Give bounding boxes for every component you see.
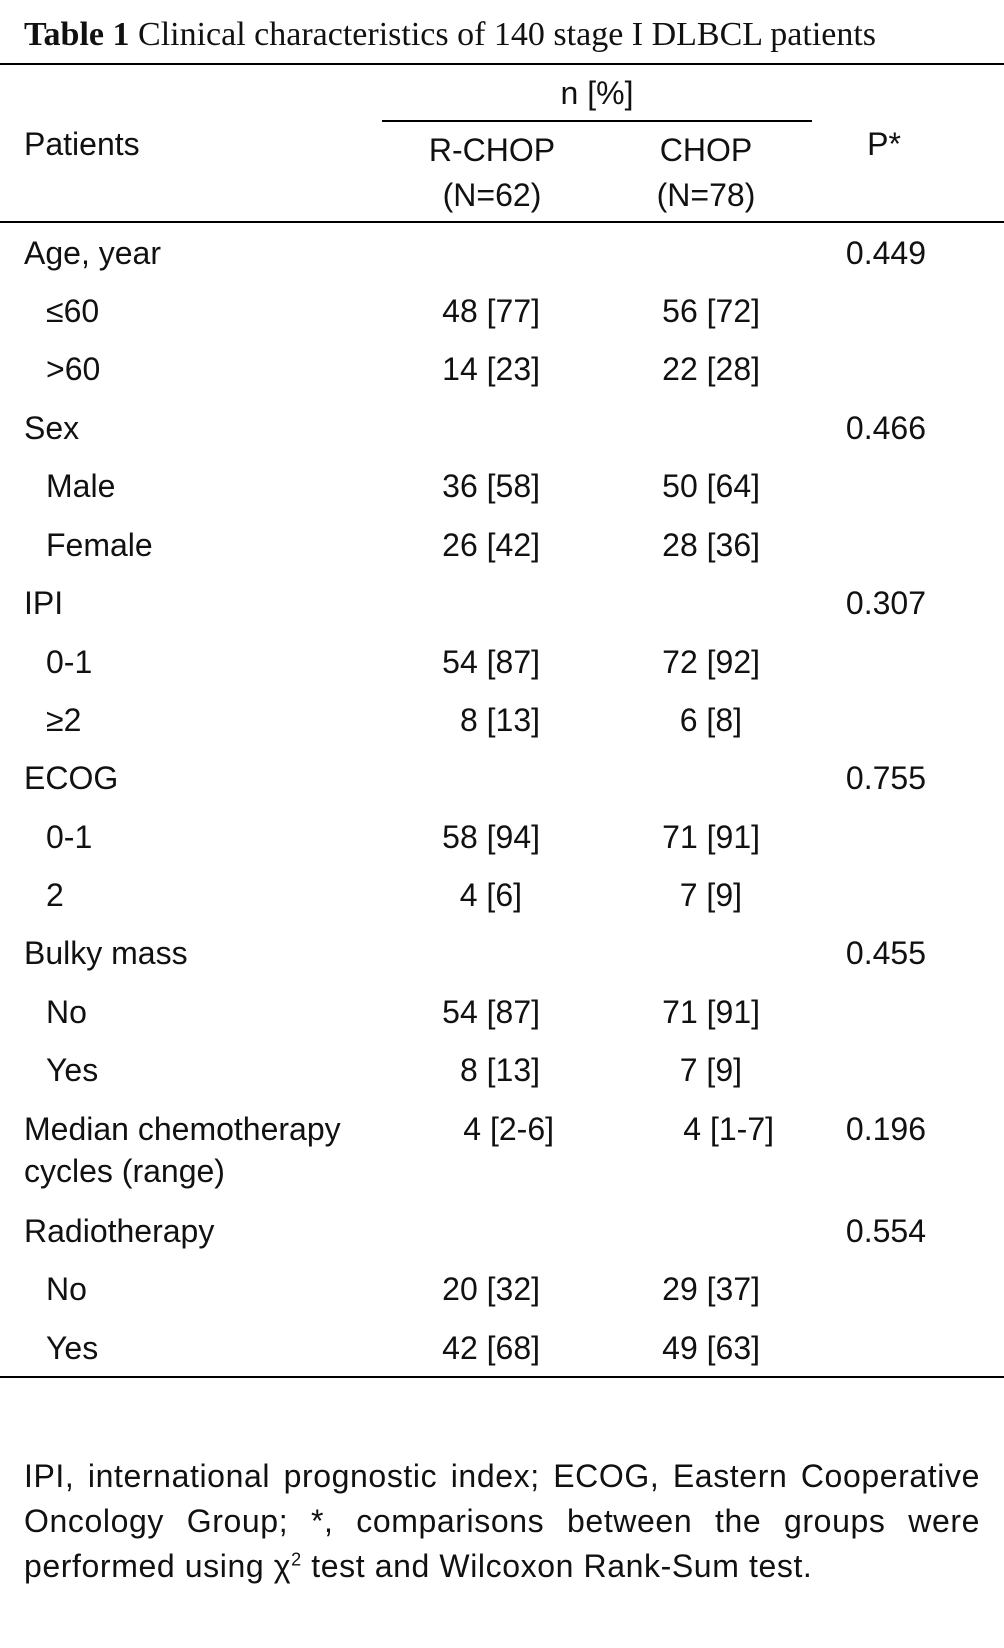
table-caption-label: Table 1: [24, 16, 130, 53]
header-chop-name: CHOP: [659, 132, 753, 168]
chop-value: 28 [36]: [662, 527, 760, 563]
p-value: 0.755: [845, 760, 926, 796]
row-label: IPI: [24, 585, 64, 621]
table-top-rule: [0, 63, 1004, 65]
row-label: Yes: [46, 1052, 99, 1088]
chop-value: 50 [64]: [662, 468, 760, 504]
chi-symbol: χ: [273, 1548, 292, 1584]
chop-value: 7 [9]: [679, 1052, 742, 1088]
chop-value: 49 [63]: [662, 1330, 760, 1366]
rchop-value: 4 [2-6]: [463, 1111, 554, 1147]
chop-value: 71 [91]: [662, 819, 760, 855]
chop-value: 56 [72]: [662, 293, 760, 329]
header-patients: Patients: [24, 126, 140, 162]
footnote-text-end: test and Wilcoxon Rank-Sum test.: [301, 1548, 813, 1584]
chop-value: 6 [8]: [679, 702, 742, 738]
row-label: Sex: [24, 410, 80, 446]
row-label: Male: [46, 468, 116, 504]
rchop-value: 48 [77]: [442, 293, 540, 329]
rchop-value: 42 [68]: [442, 1330, 540, 1366]
row-label: ≥2: [46, 702, 82, 738]
row-label: 0-1: [46, 819, 93, 855]
rchop-value: 54 [87]: [442, 644, 540, 680]
row-label: Yes: [46, 1330, 99, 1366]
footnote-text: IPI, international prognostic index; ECO…: [24, 1458, 980, 1584]
rchop-value: 20 [32]: [442, 1271, 540, 1307]
row-label: No: [46, 1271, 87, 1307]
rchop-value: 4 [6]: [459, 877, 522, 913]
table-bottom-rule: [0, 1376, 1004, 1378]
p-value: 0.466: [845, 410, 926, 446]
chop-value: 22 [28]: [662, 351, 760, 387]
header-p-value: P*: [867, 126, 901, 162]
header-chop-n: (N=78): [656, 177, 756, 213]
row-label: 0-1: [46, 644, 93, 680]
rchop-value: 26 [42]: [442, 527, 540, 563]
chop-value: 7 [9]: [679, 877, 742, 913]
header-bottom-rule: [0, 221, 1004, 223]
row-label: ≤60: [46, 293, 100, 329]
row-label: Female: [46, 527, 153, 563]
p-value: 0.449: [845, 235, 926, 271]
rchop-value: 36 [58]: [442, 468, 540, 504]
row-label: 2: [46, 877, 64, 913]
row-label: >60: [46, 351, 101, 387]
p-value: 0.554: [845, 1213, 926, 1249]
chop-value: 71 [91]: [662, 994, 760, 1030]
table-caption-text: Clinical characteristics of 140 stage I …: [138, 16, 877, 53]
row-label: Median chemotherapy: [24, 1111, 341, 1147]
rchop-value: 8 [13]: [459, 702, 540, 738]
p-value: 0.307: [845, 585, 926, 621]
chop-value: 72 [92]: [662, 644, 760, 680]
table-footnote: IPI, international prognostic index; ECO…: [24, 1454, 980, 1589]
p-value: 0.196: [845, 1111, 926, 1147]
p-value: 0.455: [845, 935, 926, 971]
row-label: ECOG: [24, 760, 119, 796]
rchop-value: 8 [13]: [459, 1052, 540, 1088]
row-label: Radiotherapy: [24, 1213, 215, 1249]
header-group-rule: [382, 120, 812, 122]
table-caption: Table 1 Clinical characteristics of 140 …: [24, 14, 984, 56]
header-rchop-n: (N=62): [442, 177, 542, 213]
header-group-label: n [%]: [560, 75, 634, 111]
rchop-value: 14 [23]: [442, 351, 540, 387]
rchop-value: 58 [94]: [442, 819, 540, 855]
row-label: Bulky mass: [24, 935, 188, 971]
rchop-value: 54 [87]: [442, 994, 540, 1030]
row-label: No: [46, 994, 87, 1030]
chi-superscript: 2: [291, 1549, 302, 1570]
row-label: Age, year: [24, 235, 161, 271]
row-label-continued: cycles (range): [24, 1153, 225, 1189]
chop-value: 29 [37]: [662, 1271, 760, 1307]
chop-value: 4 [1-7]: [683, 1111, 774, 1147]
header-rchop-name: R-CHOP: [428, 132, 556, 168]
